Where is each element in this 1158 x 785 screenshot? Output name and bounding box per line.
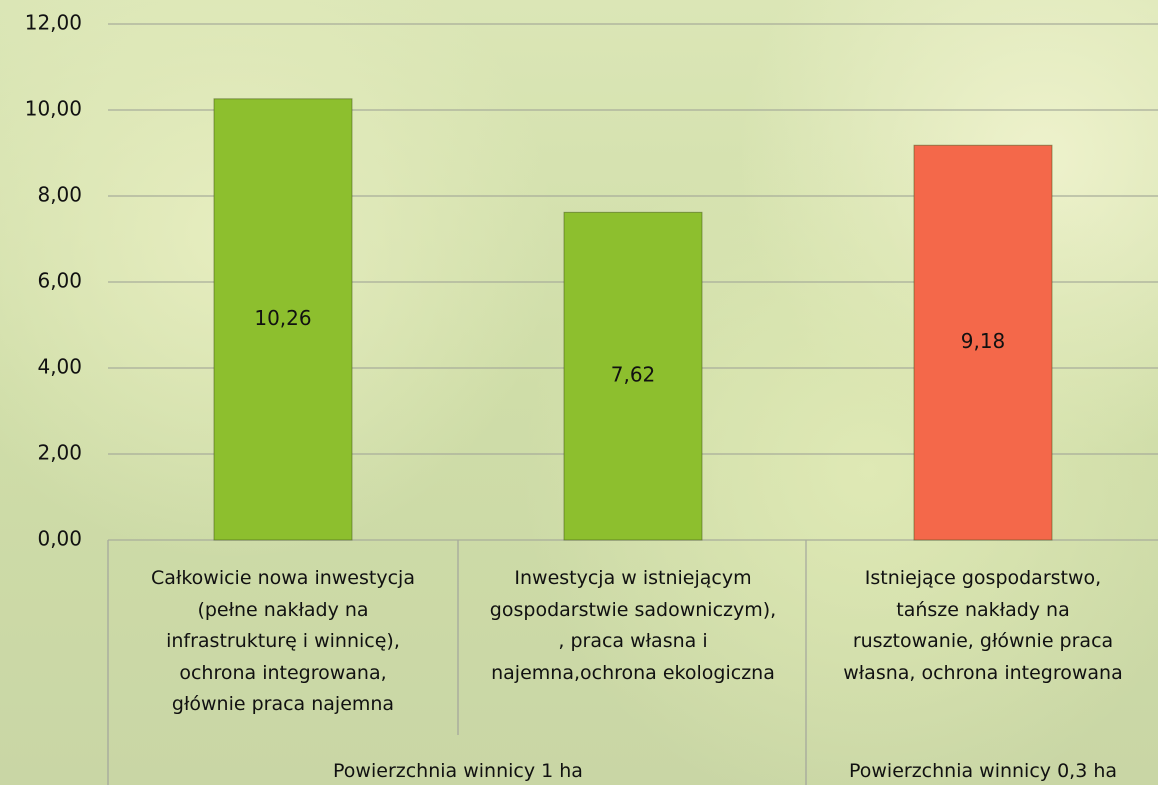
y-tick-label: 6,00 [37, 269, 82, 293]
y-tick-label: 0,00 [37, 527, 82, 551]
x-tick-label: Całkowicie nowa inwestycja (pełne nakład… [151, 567, 415, 715]
y-tick-label: 2,00 [37, 441, 82, 465]
group-label: Powierzchnia winnicy 0,3 ha [848, 760, 1118, 782]
bar [563, 211, 703, 541]
y-tick-label: 10,00 [25, 97, 82, 121]
group-label: Powierzchnia winnicy 1 ha [333, 760, 583, 782]
value-label: 7,62 [611, 363, 656, 387]
value-label: 9,18 [961, 329, 1006, 353]
x-tick-label: Istniejące gospodarstwo, tańsze nakłady … [843, 567, 1123, 684]
bar [913, 144, 1053, 541]
bar [213, 98, 353, 541]
value-label: 10,26 [254, 306, 311, 330]
y-tick-label: 8,00 [37, 183, 82, 207]
y-tick-label: 12,00 [25, 11, 82, 35]
x-tick-label: Inwestycja w istniejącym gospodarstwie s… [489, 567, 777, 684]
y-tick-label: 4,00 [37, 355, 82, 379]
